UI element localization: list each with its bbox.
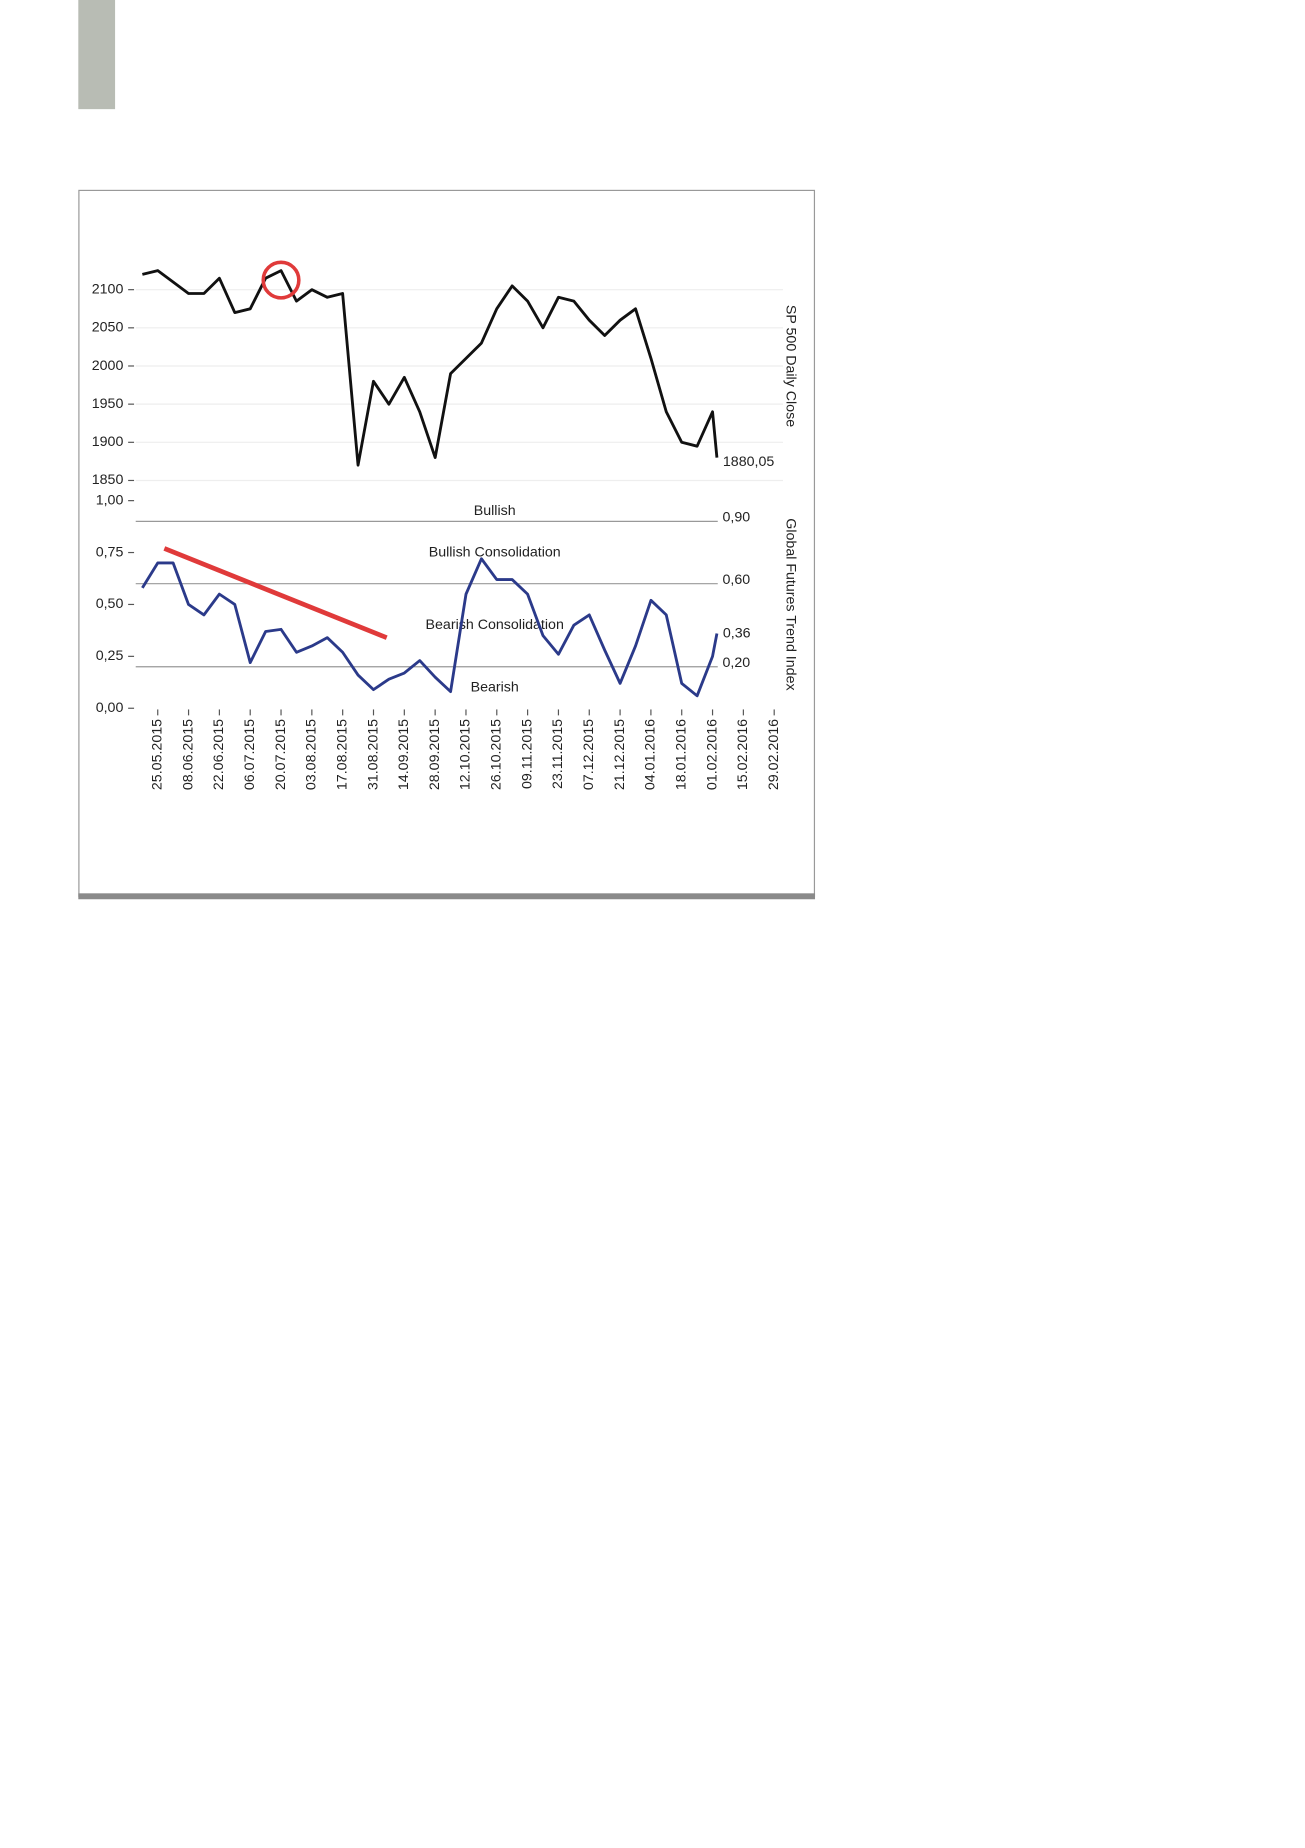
x-tick-label: 12.10.2015 <box>458 719 474 790</box>
zone-label: Bearish Consolidation <box>426 617 564 633</box>
y-tick-label: 2000 <box>92 358 124 374</box>
y-tick-label: 0,00 <box>96 700 124 716</box>
x-tick-label: 23.11.2015 <box>550 719 566 789</box>
x-tick-label: 09.11.2015 <box>519 719 535 789</box>
x-tick-label: 18.01.2016 <box>673 719 689 790</box>
x-tick-label: 07.12.2015 <box>581 719 597 790</box>
x-tick-label: 03.08.2015 <box>304 719 320 790</box>
y-tick-label: 2050 <box>92 320 124 336</box>
y-tick-label: 0,25 <box>96 648 124 664</box>
y-tick-label: 1950 <box>92 396 124 412</box>
zone-label: Bullish Consolidation <box>429 544 561 560</box>
x-tick-label: 22.06.2015 <box>211 719 227 790</box>
x-tick-label: 08.06.2015 <box>180 719 196 790</box>
x-tick-label: 04.01.2016 <box>643 719 659 790</box>
highlight-circle <box>261 260 301 300</box>
y-tick-label: 0,75 <box>96 544 124 560</box>
corner-block <box>78 0 116 110</box>
x-tick-label: 17.08.2015 <box>334 719 350 790</box>
x-tick-label: 01.02.2016 <box>704 719 720 790</box>
axis-title: Global Futures Trend Index <box>782 518 798 690</box>
value-label: 0,36 <box>723 625 751 641</box>
y-tick-label: 1900 <box>92 434 124 450</box>
series-line <box>141 557 719 698</box>
x-tick-label: 15.02.2016 <box>735 719 751 790</box>
axis-title: SP 500 Daily Close <box>782 305 798 427</box>
x-tick-label: 06.07.2015 <box>242 719 258 790</box>
x-tick-label: 28.09.2015 <box>427 719 443 790</box>
level-label: 0,60 <box>722 572 750 588</box>
x-tick-label: 26.10.2015 <box>489 719 505 790</box>
y-tick-label: 0,50 <box>96 596 124 612</box>
value-label: 1880,05 <box>723 454 774 470</box>
x-tick-label: 20.07.2015 <box>273 719 289 790</box>
series-line <box>142 269 719 467</box>
y-tick-label: 2100 <box>92 281 124 297</box>
level-label: 0,20 <box>722 655 750 671</box>
zone-label: Bearish <box>471 679 519 695</box>
x-tick-label: 25.05.2015 <box>150 719 166 790</box>
x-tick-label: 14.09.2015 <box>396 719 412 790</box>
level-label: 0,90 <box>722 510 750 526</box>
x-tick-label: 29.02.2016 <box>766 719 782 790</box>
y-tick-label: 1,00 <box>96 492 124 508</box>
x-tick-label: 21.12.2015 <box>612 719 628 790</box>
zone-label: Bullish <box>474 503 516 519</box>
y-tick-label: 1850 <box>92 472 124 488</box>
trendline <box>163 546 388 640</box>
x-tick-label: 31.08.2015 <box>365 719 381 790</box>
frame-bottom-bar <box>78 893 816 900</box>
